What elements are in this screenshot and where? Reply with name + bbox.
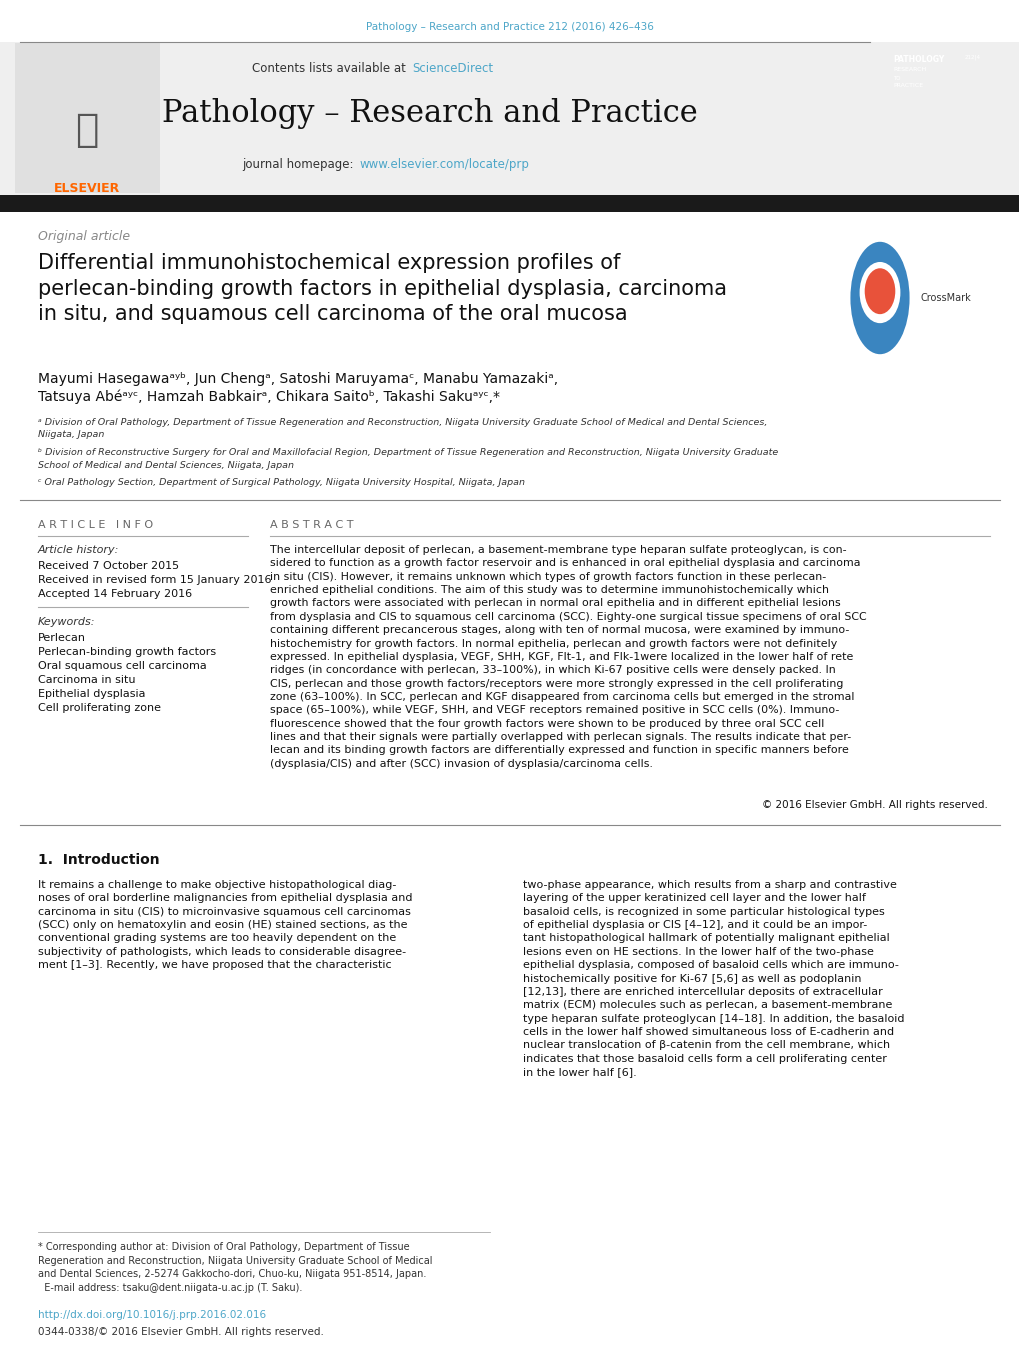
Text: RESEARCH: RESEARCH — [892, 67, 925, 72]
Text: journal homepage:: journal homepage: — [242, 158, 357, 171]
Text: Contents lists available at: Contents lists available at — [252, 63, 410, 75]
Text: Original article: Original article — [38, 230, 130, 243]
Text: Mayumi Hasegawaᵃʸᵇ, Jun Chengᵃ, Satoshi Maruyamaᶜ, Manabu Yamazakiᵃ,: Mayumi Hasegawaᵃʸᵇ, Jun Chengᵃ, Satoshi … — [38, 372, 557, 386]
Text: Perlecan-binding growth factors: Perlecan-binding growth factors — [38, 647, 216, 656]
Text: 212|4: 212|4 — [964, 54, 980, 61]
Text: Pathology – Research and Practice: Pathology – Research and Practice — [162, 98, 697, 129]
Text: Received in revised form 15 January 2016: Received in revised form 15 January 2016 — [38, 575, 271, 584]
Text: Epithelial dysplasia: Epithelial dysplasia — [38, 689, 146, 699]
Text: A B S T R A C T: A B S T R A C T — [270, 520, 354, 530]
Text: CrossMark: CrossMark — [920, 294, 971, 303]
Text: Pathology – Research and Practice 212 (2016) 426–436: Pathology – Research and Practice 212 (2… — [366, 22, 653, 33]
Text: www.elsevier.com/locate/prp: www.elsevier.com/locate/prp — [359, 158, 529, 171]
Text: http://dx.doi.org/10.1016/j.prp.2016.02.016: http://dx.doi.org/10.1016/j.prp.2016.02.… — [38, 1310, 266, 1320]
Text: two-phase appearance, which results from a sharp and contrastive
layering of the: two-phase appearance, which results from… — [523, 881, 904, 1078]
Text: * Corresponding author at: Division of Oral Pathology, Department of Tissue
Rege: * Corresponding author at: Division of O… — [38, 1242, 432, 1292]
Text: PRACTICE: PRACTICE — [892, 83, 922, 88]
Text: ᶜ Oral Pathology Section, Department of Surgical Pathology, Niigata University H: ᶜ Oral Pathology Section, Department of … — [38, 478, 525, 487]
Text: Received 7 October 2015: Received 7 October 2015 — [38, 561, 179, 571]
Text: Perlecan: Perlecan — [38, 633, 86, 643]
Text: ᵃ Division of Oral Pathology, Department of Tissue Regeneration and Reconstructi: ᵃ Division of Oral Pathology, Department… — [38, 419, 766, 439]
Text: © 2016 Elsevier GmbH. All rights reserved.: © 2016 Elsevier GmbH. All rights reserve… — [761, 800, 987, 810]
Ellipse shape — [859, 262, 900, 323]
Text: The intercellular deposit of perlecan, a basement-membrane type heparan sulfate : The intercellular deposit of perlecan, a… — [270, 545, 866, 769]
Text: Keywords:: Keywords: — [38, 617, 96, 626]
Text: Differential immunohistochemical expression profiles of
perlecan-binding growth : Differential immunohistochemical express… — [38, 253, 727, 325]
Text: A R T I C L E   I N F O: A R T I C L E I N F O — [38, 520, 153, 530]
Bar — [0, 194, 1019, 212]
Text: Oral squamous cell carcinoma: Oral squamous cell carcinoma — [38, 660, 207, 671]
Text: 🌳: 🌳 — [75, 111, 99, 149]
Text: Tatsuya Abéᵃʸᶜ, Hamzah Babkairᵃ, Chikara Saitoᵇ, Takashi Sakuᵃʸᶜ,*: Tatsuya Abéᵃʸᶜ, Hamzah Babkairᵃ, Chikara… — [38, 390, 499, 405]
Ellipse shape — [864, 268, 895, 314]
Text: ScienceDirect: ScienceDirect — [412, 63, 492, 75]
Text: 1.  Introduction: 1. Introduction — [38, 853, 159, 867]
Text: PATHOLOGY: PATHOLOGY — [892, 54, 944, 64]
Text: 0344-0338/© 2016 Elsevier GmbH. All rights reserved.: 0344-0338/© 2016 Elsevier GmbH. All righ… — [38, 1326, 324, 1337]
Bar — [0, 42, 1019, 194]
Text: Accepted 14 February 2016: Accepted 14 February 2016 — [38, 588, 192, 599]
Text: Carcinoma in situ: Carcinoma in situ — [38, 675, 136, 685]
Text: ᵇ Division of Reconstructive Surgery for Oral and Maxillofacial Region, Departme: ᵇ Division of Reconstructive Surgery for… — [38, 448, 777, 469]
Text: ELSEVIER: ELSEVIER — [54, 182, 120, 194]
Text: Article history:: Article history: — [38, 545, 119, 554]
Bar — [15, 43, 160, 193]
Text: Cell proliferating zone: Cell proliferating zone — [38, 703, 161, 713]
Ellipse shape — [850, 242, 909, 355]
Text: It remains a challenge to make objective histopathological diag-
noses of oral b: It remains a challenge to make objective… — [38, 881, 412, 970]
Text: TO: TO — [892, 76, 900, 82]
